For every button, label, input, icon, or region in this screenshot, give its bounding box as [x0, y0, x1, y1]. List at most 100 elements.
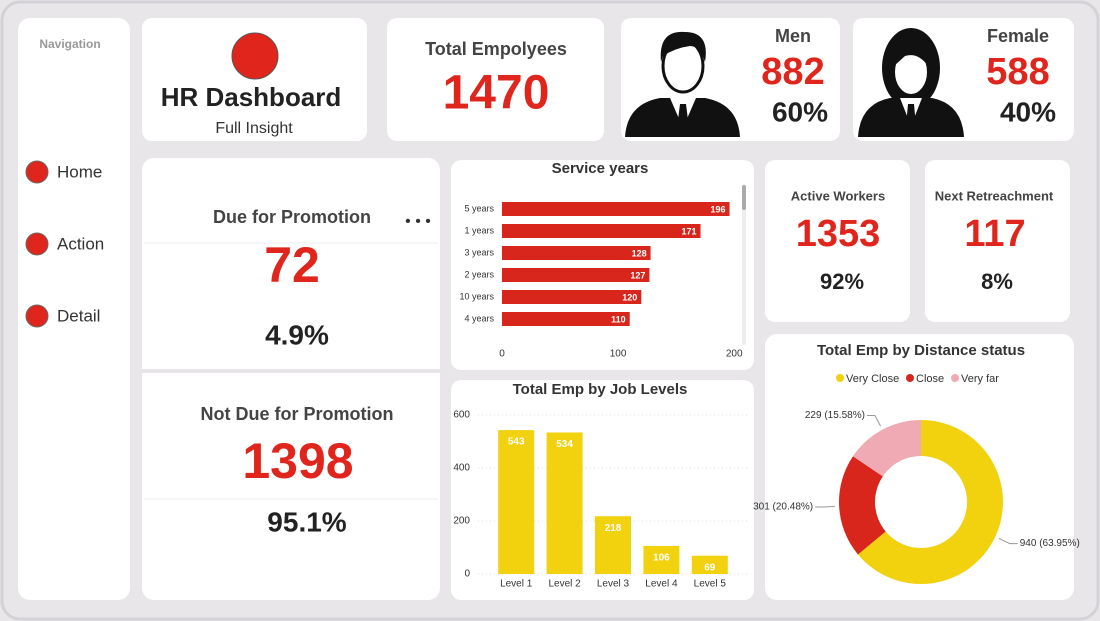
value-label: 301 (20.48%)	[753, 502, 813, 513]
x-tick-label: Level 3	[597, 579, 630, 590]
kpi-card	[387, 18, 604, 141]
category-label: 2 years	[464, 269, 494, 279]
kpi-value: 882	[761, 51, 824, 93]
kpi-label: Female	[987, 26, 1049, 46]
kpi-card	[765, 160, 910, 322]
chart-title: Service years	[552, 160, 649, 177]
donut-slice	[838, 456, 886, 555]
y-tick-label: 400	[453, 463, 470, 474]
x-tick-label: Level 4	[645, 579, 678, 590]
legend-label: Very far	[961, 373, 999, 385]
nav-panel	[18, 18, 130, 600]
legend-marker	[906, 374, 914, 382]
nav-label[interactable]: Detail	[57, 306, 100, 325]
kpi-share: 92%	[820, 269, 864, 294]
logo	[231, 32, 279, 80]
legend-label: Close	[916, 373, 944, 385]
header-card	[142, 18, 367, 141]
kpi-share: 60%	[772, 96, 828, 127]
kpi-share: 4.9%	[265, 319, 329, 350]
value-label: 229 (15.58%)	[805, 410, 865, 421]
nav-label[interactable]: Action	[57, 234, 104, 253]
legend-label: Very Close	[846, 373, 899, 385]
bar	[595, 516, 631, 574]
nav-home[interactable]: Home	[25, 160, 102, 184]
value-label: 127	[630, 270, 645, 280]
value-label: 69	[704, 562, 716, 573]
header-title: HR Dashboard	[161, 82, 342, 112]
category-label: 3 years	[464, 247, 494, 257]
bar	[502, 202, 730, 216]
y-tick-label: 200	[453, 516, 470, 527]
x-tick-label: Level 1	[500, 579, 533, 590]
scrollbar[interactable]	[742, 185, 746, 345]
charts: Service years 0 100 200 5 years 196 1 years 171…	[453, 160, 1079, 590]
leader-line	[866, 415, 882, 427]
legend-marker	[836, 374, 844, 382]
donut-slice	[857, 420, 1003, 584]
value-label: 534	[556, 439, 573, 450]
header-subtitle: Full Insight	[215, 120, 293, 137]
promotion-card	[142, 158, 440, 600]
kpi-value: 1353	[796, 213, 881, 255]
scroll-thumb[interactable]	[742, 185, 746, 210]
value-label: 106	[653, 553, 670, 564]
kpi-value: 117	[964, 213, 1025, 255]
kpi-share: 95.1%	[267, 506, 346, 537]
nav-action[interactable]: Action	[25, 232, 104, 256]
category-label: 5 years	[464, 203, 494, 213]
value-label: 940 (63.95%)	[1020, 538, 1080, 549]
kpi-label: Men	[775, 26, 811, 46]
category-label: 4 years	[464, 313, 494, 323]
y-tick-label: 0	[464, 569, 470, 580]
bar	[546, 432, 583, 574]
value-label: 543	[508, 437, 525, 448]
kpi-value: 1398	[242, 433, 353, 489]
value-label: 110	[611, 314, 626, 324]
legend-marker	[951, 374, 959, 382]
bar	[502, 246, 651, 260]
value-label: 128	[632, 248, 647, 258]
kpi-value: 72	[264, 237, 320, 293]
x-tick-label: 0	[499, 349, 505, 360]
kpi-share: 8%	[981, 269, 1013, 294]
category-label: 10 years	[459, 291, 494, 301]
kpi-value: 588	[986, 51, 1049, 93]
value-label: 218	[605, 523, 622, 534]
kpi-label: Not Due for Promotion	[201, 404, 394, 424]
kpi-share: 40%	[1000, 96, 1056, 127]
bar	[643, 545, 680, 574]
leader-line	[815, 505, 836, 508]
donut-slice	[852, 420, 921, 477]
x-tick-label: Level 2	[548, 579, 581, 590]
chart-title: Total Emp by Job Levels	[513, 381, 688, 398]
female-icon	[858, 28, 964, 137]
bar	[502, 268, 650, 282]
chart-card	[765, 334, 1074, 600]
kpi-label: Total Empolyees	[425, 39, 567, 59]
chart-title: Total Emp by Distance status	[817, 342, 1025, 359]
bar	[502, 290, 642, 304]
value-label: 196	[711, 204, 726, 214]
bar	[502, 224, 701, 238]
nav-label[interactable]: Home	[57, 162, 102, 181]
nav-detail[interactable]: Detail	[25, 304, 100, 328]
bar	[691, 555, 728, 574]
kpi-card	[925, 160, 1070, 322]
nav-title: Navigation	[39, 37, 100, 51]
value-label: 171	[681, 226, 696, 236]
more-menu[interactable]: • • •	[405, 213, 431, 230]
kpi-label: Active Workers	[791, 188, 885, 203]
x-tick-label: 100	[610, 349, 627, 360]
kpi-value: 1470	[443, 67, 550, 120]
y-tick-label: 600	[453, 410, 470, 421]
divider	[142, 369, 440, 373]
leader-line	[998, 538, 1018, 545]
man-icon	[625, 31, 740, 137]
x-tick-label: 200	[726, 349, 743, 360]
bar	[498, 430, 535, 574]
bar	[502, 312, 630, 326]
chart-card	[451, 160, 754, 370]
value-label: 120	[622, 292, 637, 302]
